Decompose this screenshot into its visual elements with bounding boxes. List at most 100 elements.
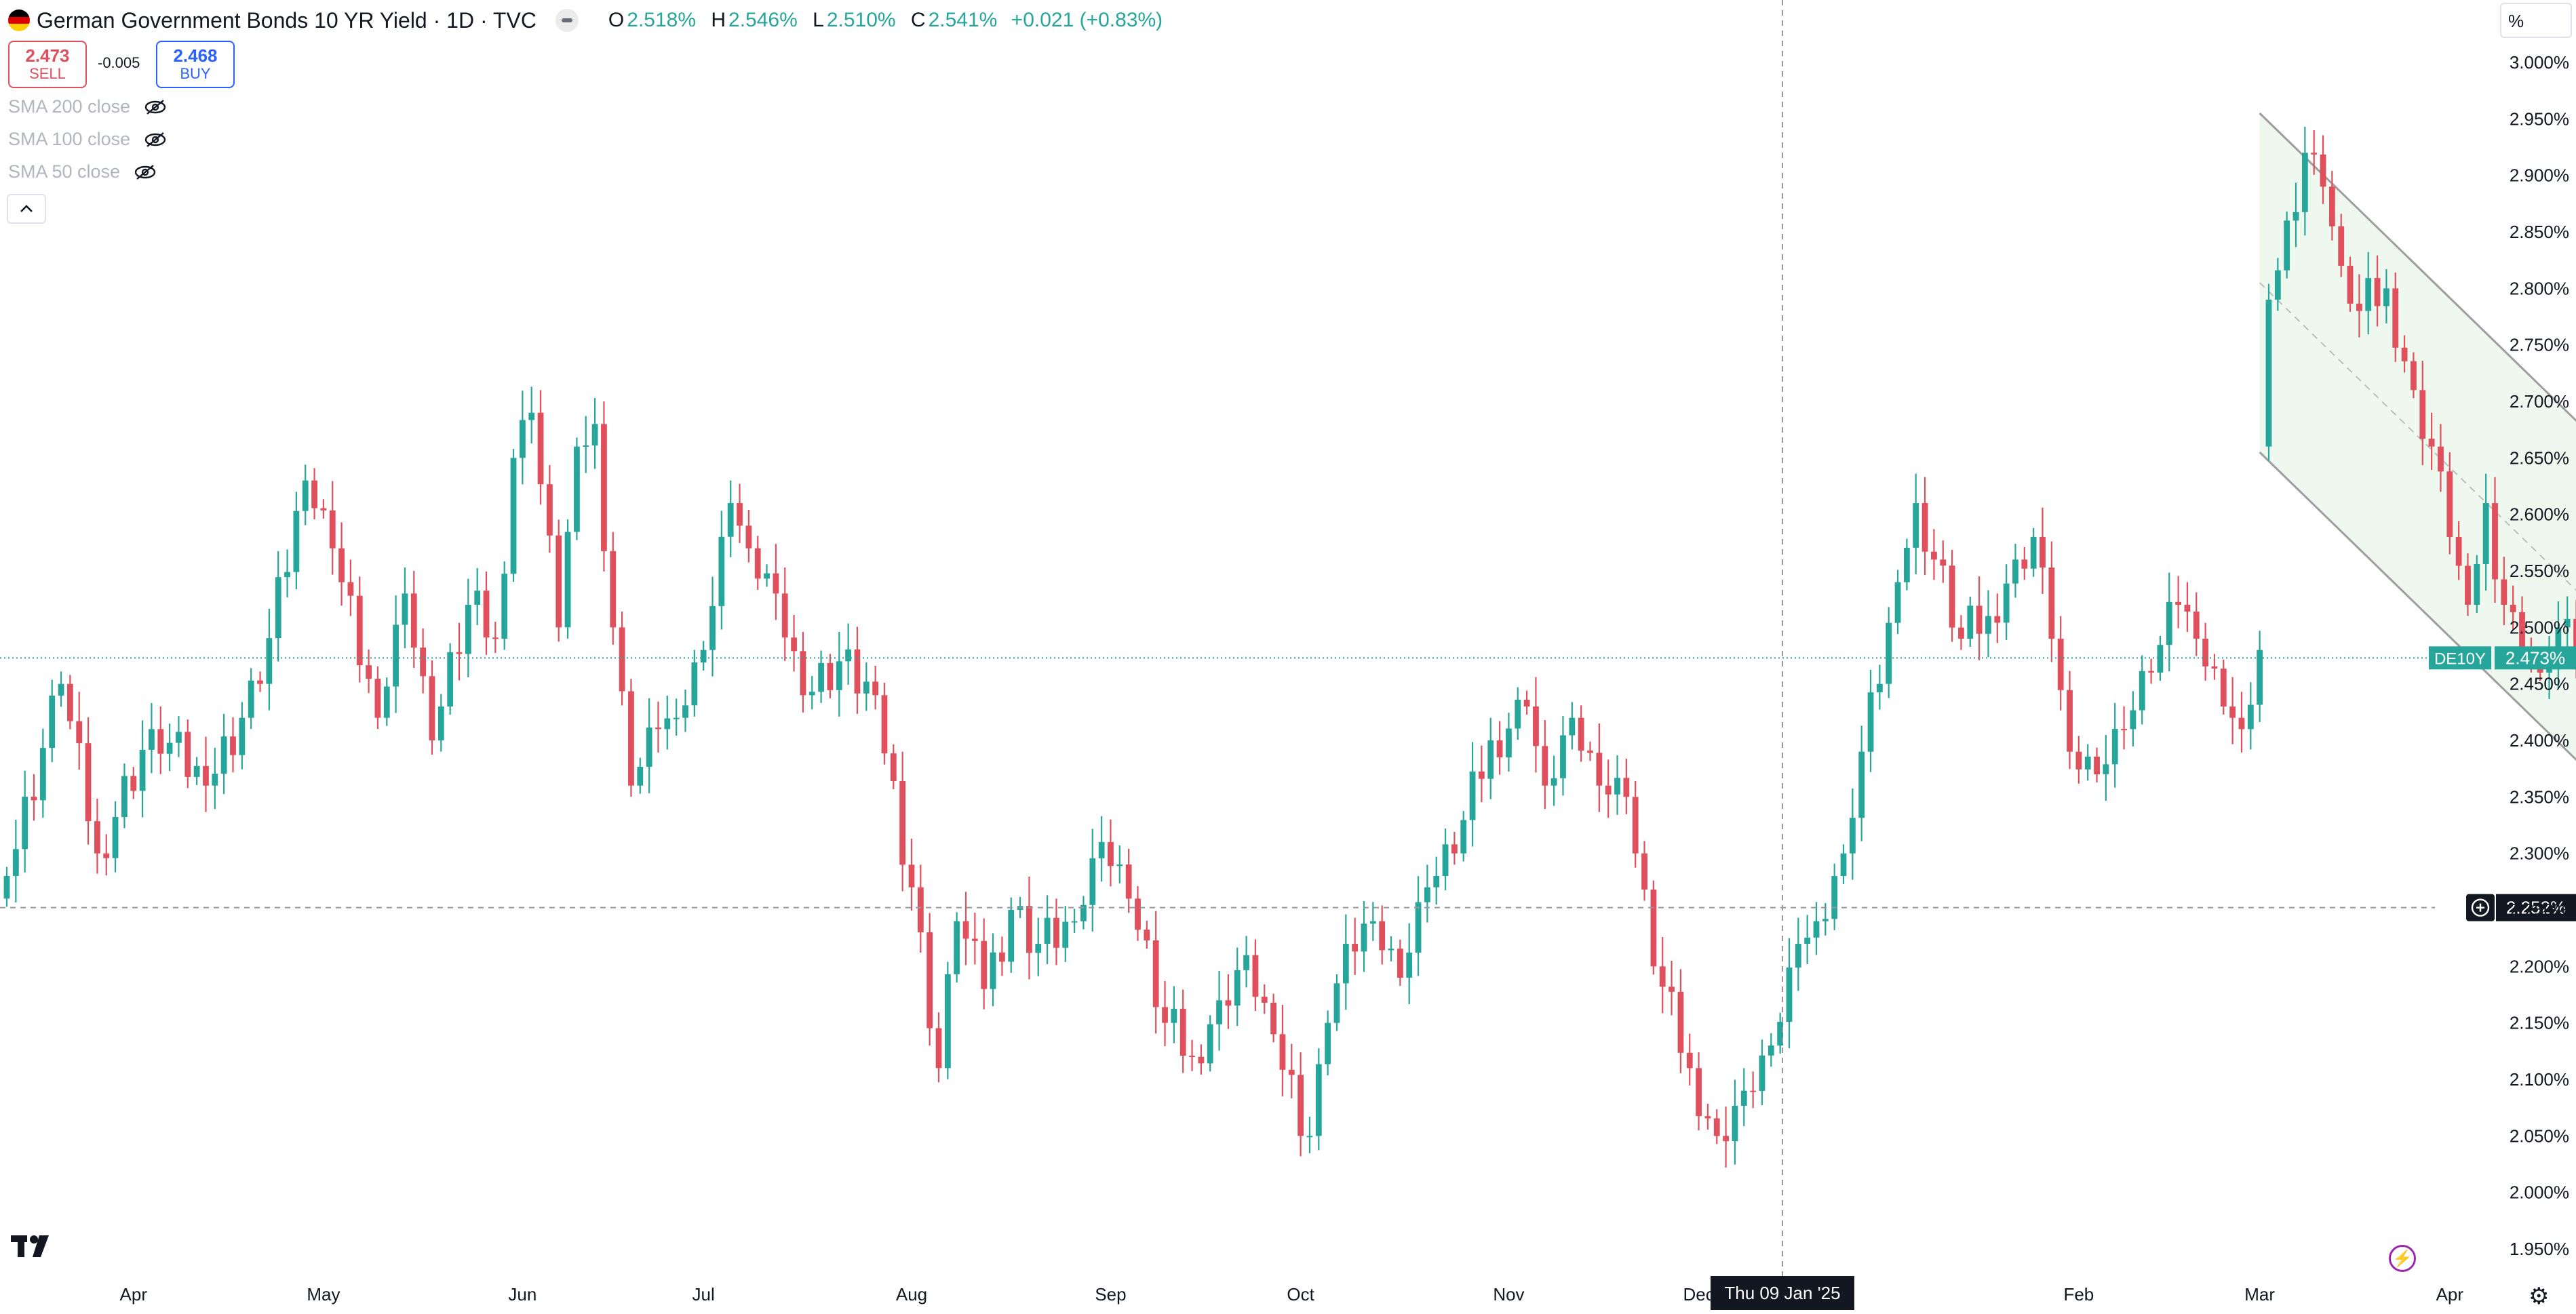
- candle-down[interactable]: [1252, 939, 1259, 1012]
- candle-up[interactable]: [1080, 896, 1087, 930]
- candle-up[interactable]: [1216, 971, 1222, 1051]
- candle-down[interactable]: [1677, 969, 1684, 1073]
- candle-up[interactable]: [954, 912, 960, 982]
- candle-up[interactable]: [1171, 986, 1177, 1043]
- candle-down[interactable]: [230, 717, 236, 773]
- candle-up[interactable]: [1506, 713, 1512, 772]
- candle-down[interactable]: [1179, 989, 1186, 1073]
- candle-down[interactable]: [619, 612, 625, 706]
- candle-up[interactable]: [700, 641, 707, 671]
- candle-down[interactable]: [366, 649, 372, 694]
- candle-down[interactable]: [347, 559, 354, 616]
- candle-down[interactable]: [827, 654, 834, 698]
- candle-up[interactable]: [2265, 283, 2272, 461]
- candle-up[interactable]: [1849, 788, 1856, 880]
- candle-down[interactable]: [320, 499, 327, 519]
- candle-down[interactable]: [2328, 171, 2335, 241]
- candle-down[interactable]: [329, 481, 336, 575]
- candle-up[interactable]: [764, 564, 770, 587]
- candle-up[interactable]: [1894, 570, 1901, 635]
- candle-down[interactable]: [628, 679, 634, 797]
- candle-up[interactable]: [863, 662, 870, 711]
- candle-down[interactable]: [2428, 412, 2435, 471]
- candle-down[interactable]: [1108, 819, 1114, 887]
- candle-up[interactable]: [673, 698, 680, 736]
- candle-up[interactable]: [1795, 917, 1801, 991]
- candle-down[interactable]: [429, 660, 435, 755]
- candle-up[interactable]: [2103, 734, 2109, 801]
- indicator-sma-200[interactable]: SMA 200 close: [8, 96, 167, 117]
- candle-up[interactable]: [474, 568, 481, 625]
- candle-up[interactable]: [2084, 744, 2091, 781]
- add-alert-plus-icon[interactable]: [2466, 894, 2495, 921]
- indicator-sma-100[interactable]: SMA 100 close: [8, 129, 167, 150]
- candle-up[interactable]: [990, 933, 996, 1007]
- candle-down[interactable]: [971, 913, 978, 965]
- candle-down[interactable]: [1641, 841, 1647, 901]
- candle-down[interactable]: [1578, 705, 1584, 762]
- candle-down[interactable]: [1297, 1052, 1304, 1157]
- candle-down[interactable]: [130, 767, 137, 799]
- channel-lower-line[interactable]: [2259, 451, 2576, 769]
- candle-down[interactable]: [2510, 585, 2516, 630]
- candle-up[interactable]: [1315, 1048, 1322, 1151]
- candle-down[interactable]: [1994, 593, 2001, 643]
- candle-down[interactable]: [2021, 547, 2028, 580]
- lightning-icon[interactable]: ⚡: [2389, 1245, 2416, 1272]
- candle-up[interactable]: [1740, 1068, 1747, 1126]
- candle-down[interactable]: [1668, 961, 1675, 1016]
- candle-down[interactable]: [410, 571, 417, 669]
- candle-down[interactable]: [1650, 880, 1657, 975]
- candle-up[interactable]: [1913, 473, 1919, 574]
- candle-up[interactable]: [402, 568, 408, 648]
- candle-down[interactable]: [1750, 1071, 1757, 1109]
- candle-down[interactable]: [1225, 974, 1232, 1029]
- candle-up[interactable]: [1822, 903, 1829, 936]
- candle-down[interactable]: [420, 628, 427, 694]
- candle-up[interactable]: [383, 677, 390, 726]
- candle-down[interactable]: [981, 918, 988, 1010]
- candle-down[interactable]: [791, 615, 797, 672]
- candle-up[interactable]: [1858, 725, 1865, 841]
- candle-down[interactable]: [1696, 1052, 1702, 1131]
- candle-down[interactable]: [1523, 690, 1530, 715]
- candle-down[interactable]: [781, 568, 788, 661]
- candle-up[interactable]: [112, 801, 119, 873]
- candle-down[interactable]: [1921, 477, 1928, 576]
- candle-up[interactable]: [709, 576, 716, 677]
- candle-down[interactable]: [601, 401, 607, 572]
- more-options-button[interactable]: [555, 9, 579, 32]
- candle-up[interactable]: [2157, 635, 2164, 681]
- eye-off-icon[interactable]: [144, 131, 167, 148]
- candle-up[interactable]: [2555, 601, 2562, 689]
- candle-up[interactable]: [212, 747, 218, 810]
- candle-up[interactable]: [275, 551, 281, 662]
- candle-down[interactable]: [1596, 723, 1603, 812]
- candle-up[interactable]: [284, 549, 290, 598]
- candle-up[interactable]: [2474, 555, 2480, 613]
- candle-up[interactable]: [1424, 864, 1430, 923]
- candle-down[interactable]: [2148, 658, 2154, 684]
- candle-down[interactable]: [1713, 1109, 1720, 1144]
- candle-up[interactable]: [2564, 596, 2571, 648]
- candle-up[interactable]: [1433, 856, 1440, 905]
- candle-up[interactable]: [139, 720, 146, 818]
- candle-up[interactable]: [302, 464, 309, 525]
- candle-up[interactable]: [637, 757, 644, 794]
- candle-down[interactable]: [492, 622, 499, 653]
- eye-off-icon[interactable]: [144, 98, 167, 116]
- candle-up[interactable]: [2257, 631, 2263, 722]
- sell-button[interactable]: 2.473 SELL: [8, 41, 87, 88]
- candle-up[interactable]: [1098, 816, 1105, 882]
- candle-down[interactable]: [2075, 736, 2082, 784]
- candle-down[interactable]: [2094, 747, 2100, 782]
- candle-down[interactable]: [917, 864, 924, 953]
- candle-down[interactable]: [2438, 424, 2444, 492]
- candle-down[interactable]: [1533, 677, 1539, 773]
- candle-down[interactable]: [1542, 720, 1548, 810]
- candle-down[interactable]: [1352, 917, 1359, 975]
- candle-up[interactable]: [1904, 538, 1910, 591]
- candle-up[interactable]: [166, 723, 173, 772]
- candle-down[interactable]: [1931, 529, 1937, 580]
- candle-down[interactable]: [899, 751, 906, 892]
